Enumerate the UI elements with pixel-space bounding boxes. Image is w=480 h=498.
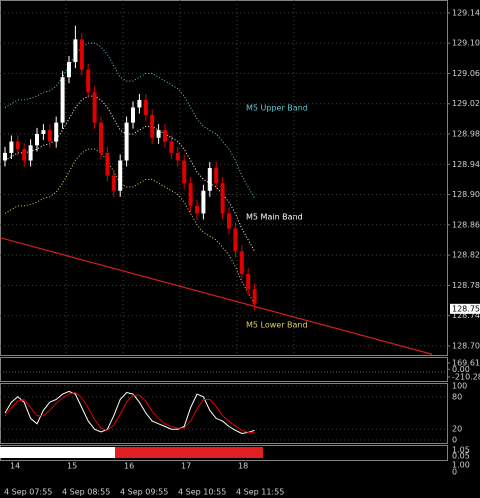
band-label: M5 Main Band	[246, 213, 303, 222]
oscillator-tick-label: 100	[452, 382, 467, 391]
y-tick-label: 128.745	[452, 311, 480, 320]
candle-body	[111, 175, 116, 191]
candle-body	[99, 122, 103, 153]
candle-body	[195, 205, 199, 214]
band-line	[4, 42, 256, 199]
x-time-label: 4 Sep 09:55	[120, 488, 168, 497]
candle-body	[252, 289, 257, 305]
trendline	[0, 237, 433, 355]
candle-body	[47, 130, 52, 142]
candle-body	[182, 160, 187, 184]
candle-body	[15, 141, 20, 150]
bar-panel-label: 0	[452, 468, 457, 477]
band-line	[4, 95, 256, 252]
last-price-label: 128.754	[452, 304, 480, 313]
x-day-label: 17	[181, 462, 191, 471]
candle-body	[188, 183, 193, 206]
candle-body	[79, 39, 84, 70]
bar-panel-label: 1.05	[452, 446, 470, 455]
oscillator-panel-frame	[0, 383, 448, 444]
x-time-label: 4 Sep 10:55	[178, 488, 226, 497]
candle-body	[239, 251, 244, 275]
main-panel-frame	[0, 0, 448, 356]
candle-body	[41, 130, 46, 134]
candle-body	[92, 92, 97, 123]
bar-panel-label: 0.05	[452, 452, 470, 461]
candle-body	[137, 99, 142, 108]
x-day-label: 14	[10, 462, 20, 471]
oscillator-tick-label: 20	[452, 425, 462, 434]
candle-body	[131, 107, 135, 123]
x-day-label: 18	[238, 462, 248, 471]
band-line	[4, 148, 256, 305]
candle-body	[214, 168, 219, 184]
candle-body	[227, 213, 231, 229]
last-price-box	[450, 303, 480, 314]
candle-body	[86, 69, 91, 93]
candle-body	[118, 160, 123, 191]
candle-body	[207, 168, 212, 191]
cci-tick-label: 0.00	[452, 365, 470, 374]
candle-body	[28, 145, 33, 161]
y-tick-label: 128.785	[452, 281, 480, 290]
candle-body	[54, 122, 59, 142]
candle-body	[73, 39, 78, 63]
candle-body	[246, 274, 251, 290]
oscillator-tick-label: 80	[452, 392, 462, 401]
candle-body	[60, 77, 65, 123]
y-tick-label: 128.705	[452, 341, 480, 350]
y-tick-label: 129.025	[452, 99, 480, 108]
oscillator-tick-label: 0	[452, 435, 457, 444]
x-day-label: 15	[67, 462, 77, 471]
candle-body	[124, 122, 129, 161]
oscillator-line	[4, 390, 255, 435]
x-time-label: 4 Sep 11:55	[236, 488, 284, 497]
y-tick-label: 129.145	[452, 8, 480, 17]
candle-body	[220, 183, 225, 214]
y-tick-label: 128.985	[452, 129, 480, 138]
candle-body	[163, 130, 167, 142]
candle-body	[143, 99, 148, 116]
candle-body	[201, 190, 206, 214]
cci-tick-label: -210.285	[452, 373, 480, 382]
band-label: M5 Upper Band	[246, 104, 308, 113]
candle-body	[35, 133, 39, 146]
y-tick-label: 129.065	[452, 69, 480, 78]
x-time-label: 4 Sep 08:55	[62, 488, 110, 497]
y-tick-label: 128.905	[452, 190, 480, 199]
candle-body	[67, 62, 71, 78]
bar-panel-label: 1.00	[452, 461, 470, 470]
candle-body	[175, 152, 180, 161]
band-label: M5 Lower Band	[246, 321, 308, 330]
candle-body	[9, 141, 14, 153]
candle-body	[169, 141, 174, 153]
trend-bar-down	[115, 447, 263, 458]
candle-body	[156, 130, 161, 138]
y-tick-label: 128.865	[452, 220, 480, 229]
candle-body	[105, 152, 110, 176]
candle-body	[150, 115, 155, 138]
oscillator-line	[4, 391, 255, 433]
cci-tick-label: 169.6104	[452, 358, 480, 367]
y-tick-label: 128.945	[452, 160, 480, 169]
candle-body	[3, 152, 7, 161]
x-time-label: 4 Sep 07:55	[4, 488, 52, 497]
candle-body	[22, 149, 27, 161]
x-day-label: 16	[124, 462, 134, 471]
y-tick-label: 128.825	[452, 251, 480, 260]
trend-bar-up	[0, 447, 115, 458]
y-tick-label: 129.105	[452, 39, 480, 48]
candle-body	[233, 228, 238, 252]
